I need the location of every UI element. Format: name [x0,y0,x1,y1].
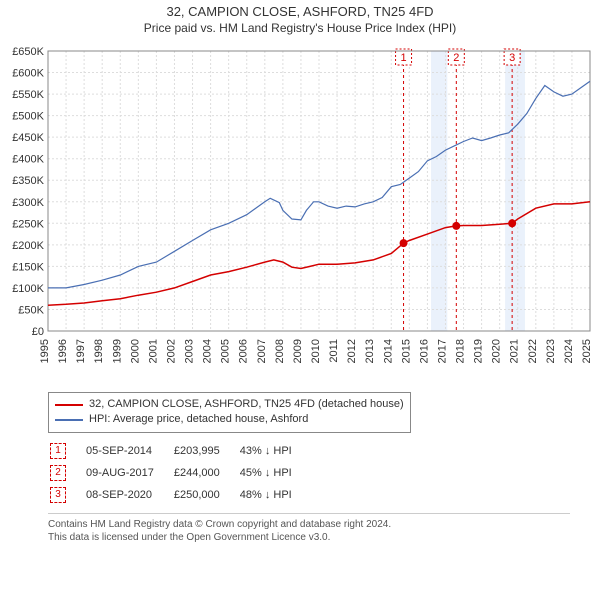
x-tick-label: 2020 [491,339,503,363]
y-tick-label: £400K [12,154,44,166]
y-tick-label: £500K [12,111,44,123]
x-tick-label: 2021 [509,339,521,363]
y-tick-label: £450K [12,132,44,144]
x-tick-label: 2000 [129,339,141,363]
y-tick-label: £350K [12,175,44,187]
x-tick-label: 2009 [292,339,304,363]
x-tick-label: 2025 [581,339,593,363]
x-tick-label: 2017 [436,339,448,363]
x-tick-label: 2006 [238,339,250,363]
footer-line-1: Contains HM Land Registry data © Crown c… [48,518,570,531]
marker-pct: 45% ↓ HPI [240,463,310,483]
shaded-band [431,51,447,331]
x-tick-label: 2005 [220,339,232,363]
marker-pct: 43% ↓ HPI [240,441,310,461]
x-tick-label: 2001 [147,339,159,363]
x-tick-label: 2011 [328,339,340,363]
marker-row: 2 09-AUG-2017£244,00045% ↓ HPI [50,463,310,483]
y-tick-label: £150K [12,261,44,273]
x-tick-label: 2012 [346,339,358,363]
legend-item-hpi: HPI: Average price, detached house, Ashf… [55,412,404,427]
x-tick-label: 2013 [364,339,376,363]
marker-date: 08-SEP-2020 [86,485,172,505]
marker-row: 1 05-SEP-2014£203,99543% ↓ HPI [50,441,310,461]
x-tick-label: 2014 [382,339,394,363]
x-tick-label: 2003 [184,339,196,363]
x-tick-label: 2007 [256,339,268,363]
title-line-1: 32, CAMPION CLOSE, ASHFORD, TN25 4FD [0,4,600,19]
x-tick-label: 1997 [75,339,87,363]
marker-pct: 48% ↓ HPI [240,485,310,505]
x-tick-label: 2018 [455,339,467,363]
marker-box-icon: 2 [50,465,66,481]
x-tick-label: 2008 [274,339,286,363]
series-dot [400,239,408,247]
series-dot [452,222,460,230]
marker-date: 09-AUG-2017 [86,463,172,483]
marker-date: 05-SEP-2014 [86,441,172,461]
marker-box-icon: 3 [50,487,66,503]
title-line-2: Price paid vs. HM Land Registry's House … [0,21,600,35]
y-tick-label: £300K [12,197,44,209]
x-tick-label: 2010 [310,339,322,363]
x-tick-label: 1999 [111,339,123,363]
y-tick-label: £0 [32,326,44,338]
y-tick-label: £650K [12,46,44,58]
x-tick-label: 2019 [473,339,485,363]
y-tick-label: £550K [12,89,44,101]
series-dot [508,219,516,227]
marker-price: £250,000 [174,485,238,505]
x-tick-label: 1995 [39,339,51,363]
marker-row: 3 08-SEP-2020£250,00048% ↓ HPI [50,485,310,505]
y-tick-label: £600K [12,68,44,80]
legend-label-price-paid: 32, CAMPION CLOSE, ASHFORD, TN25 4FD (de… [89,397,404,412]
chart-container: £0 £50K £100K £150K £200K £250K £300K £350K £400… [0,41,600,386]
x-tick-label: 2024 [563,339,575,363]
marker-box-icon: 1 [50,443,66,459]
y-tick-label: £200K [12,240,44,252]
y-tick-label: £250K [12,218,44,230]
legend-box: 32, CAMPION CLOSE, ASHFORD, TN25 4FD (de… [48,392,411,433]
x-tick-label: 2023 [545,339,557,363]
marker-box-number: 2 [453,52,459,64]
x-tick-label: 1996 [57,339,69,363]
x-tick-label: 2022 [527,339,539,363]
price-chart: £0 £50K £100K £150K £200K £250K £300K £350K £400… [0,41,600,381]
legend-label-hpi: HPI: Average price, detached house, Ashf… [89,412,308,427]
footer-line-2: This data is licensed under the Open Gov… [48,531,570,544]
x-tick-label: 1998 [93,339,105,363]
x-tick-label: 2016 [418,339,430,363]
shaded-band [505,51,525,331]
legend-swatch-red [55,404,83,406]
x-tick-label: 2015 [400,339,412,363]
x-tick-label: 2002 [165,339,177,363]
y-tick-label: £50K [18,304,44,316]
marker-table: 1 05-SEP-2014£203,99543% ↓ HPI 2 09-AUG-201… [48,439,312,507]
marker-box-number: 1 [400,52,406,64]
x-tick-label: 2004 [202,339,214,363]
legend-swatch-blue [55,419,83,421]
marker-price: £203,995 [174,441,238,461]
legend-item-price-paid: 32, CAMPION CLOSE, ASHFORD, TN25 4FD (de… [55,397,404,412]
footer: Contains HM Land Registry data © Crown c… [48,513,570,544]
y-tick-label: £100K [12,283,44,295]
marker-price: £244,000 [174,463,238,483]
marker-box-number: 3 [509,52,515,64]
